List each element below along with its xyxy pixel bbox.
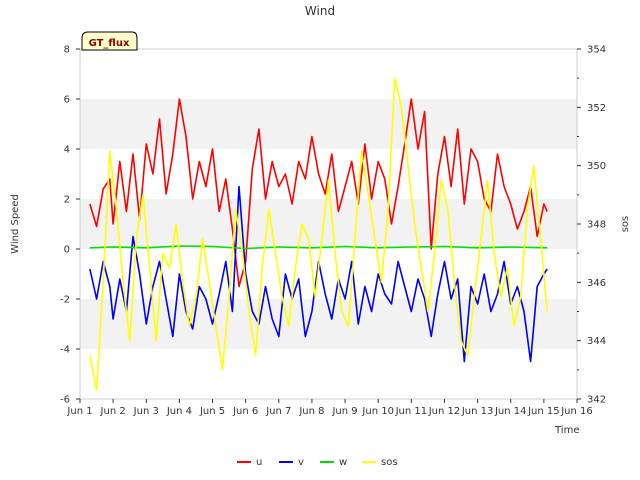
y2-tick-label: 354 xyxy=(587,45,606,56)
y-tick-label: 4 xyxy=(64,145,70,156)
x-tick-label: Jun 1 xyxy=(66,406,92,417)
y2-tick-label: 348 xyxy=(587,220,606,231)
grid-band-1 xyxy=(80,199,577,249)
legend-label-v: v xyxy=(298,457,304,468)
wind-chart: Wind -6 -4 -2 0 2 4 6 8 342 344 346 348 350 352 354 J… xyxy=(0,0,640,480)
x-tick-label: Jun 2 xyxy=(100,406,126,417)
x-tick-label: Jun 5 xyxy=(199,406,225,417)
y-axis-label: Wind Speed xyxy=(10,194,21,254)
x-tick-label: Jun 6 xyxy=(232,406,258,417)
y2-axis-label: sos xyxy=(620,216,631,233)
x-tick-label: Jun 13 xyxy=(461,406,494,417)
y-tick-label: -4 xyxy=(60,345,70,356)
x-tick-label: Jun 8 xyxy=(298,406,324,417)
legend-label-u: u xyxy=(256,457,262,468)
legend-label-sos: sos xyxy=(381,457,398,468)
chart-title: Wind xyxy=(305,4,335,18)
x-tick-label: Jun 7 xyxy=(265,406,291,417)
y-tick-label: 0 xyxy=(64,245,70,256)
y2-tick-label: 344 xyxy=(587,336,606,347)
x-tick-label: Jun 4 xyxy=(166,406,192,417)
x-tick-label: Jun 9 xyxy=(331,406,357,417)
x-tick-label: Jun 12 xyxy=(428,406,461,417)
x-tick-label: Jun 15 xyxy=(527,406,560,417)
y-tick-label: 8 xyxy=(64,45,70,56)
y-tick-label: -6 xyxy=(60,395,70,406)
x-tick-label: Jun 16 xyxy=(560,406,593,417)
x-tick-label: Jun 11 xyxy=(395,406,428,417)
x-tick-label: Jun 10 xyxy=(361,406,394,417)
y2-tick-label: 342 xyxy=(587,395,606,406)
x-tick-label: Jun 3 xyxy=(133,406,159,417)
y2-tick-label: 346 xyxy=(587,278,606,289)
y-tick-label: 6 xyxy=(64,95,70,106)
legend-label-w: w xyxy=(339,457,347,468)
y-tick-label: 2 xyxy=(64,195,70,206)
grid-bands xyxy=(80,99,577,349)
y-tick-label: -2 xyxy=(60,295,70,306)
y2-tick-label: 352 xyxy=(587,103,606,114)
x-tick-label: Jun 14 xyxy=(494,406,527,417)
grid-band-2 xyxy=(80,99,577,149)
y2-tick-label: 350 xyxy=(587,161,606,172)
gt-flux-badge: GT_flux xyxy=(82,32,137,50)
gt-flux-badge-text: GT_flux xyxy=(89,38,130,49)
x-axis-label: Time xyxy=(554,425,579,436)
